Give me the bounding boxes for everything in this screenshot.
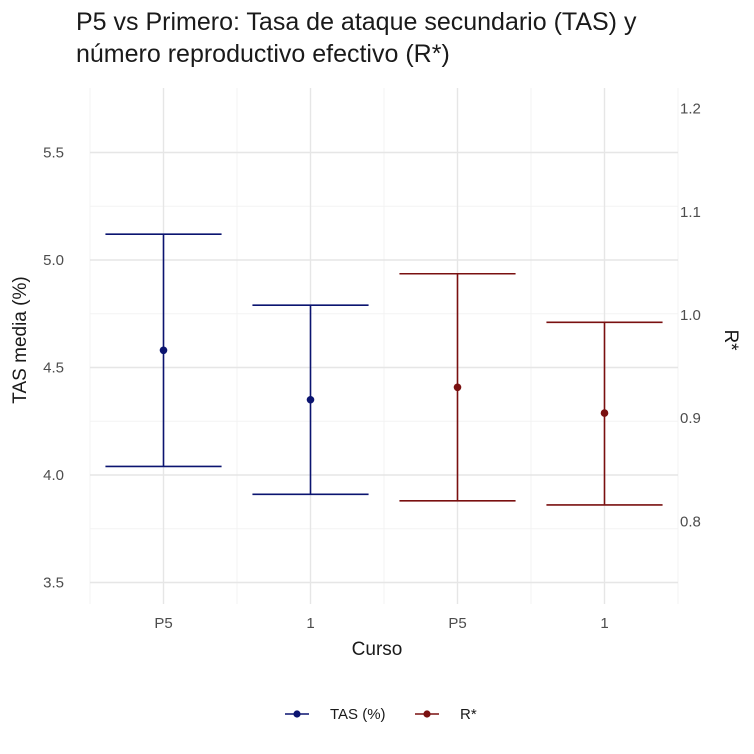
legend: TAS (%) R* <box>285 706 477 723</box>
y-tick-label-right: 0.9 <box>680 410 701 427</box>
y-axis-title-right: R* <box>720 329 741 351</box>
x-tick-label: P5 <box>154 615 172 632</box>
y-axis-title-left: TAS media (%) <box>10 276 31 403</box>
y-tick-label-right: 0.8 <box>680 513 701 530</box>
y-tick-label-left: 4.0 <box>43 467 64 484</box>
y-tick-label-right: 1.1 <box>680 204 701 221</box>
error-bar <box>105 233 222 468</box>
gridlines <box>89 88 679 604</box>
y-tick-label-left: 3.5 <box>43 575 64 592</box>
chart-marks <box>105 233 663 506</box>
y-tick-label-right: 1.2 <box>680 101 701 118</box>
x-tick-label: 1 <box>306 615 314 632</box>
x-tick-label: P5 <box>448 615 466 632</box>
legend-label: R* <box>460 706 477 723</box>
mean-point <box>159 346 168 355</box>
y-tick-label-left: 4.5 <box>43 360 64 377</box>
legend-item: TAS (%) <box>285 706 386 723</box>
legend-item: R* <box>415 706 477 723</box>
mean-point <box>453 383 462 392</box>
legend-key-point <box>293 710 301 718</box>
mean-point <box>306 395 315 404</box>
y-tick-label-left: 5.5 <box>43 145 64 162</box>
error-bar <box>399 272 516 502</box>
chart-title-line-1: P5 vs Primero: Tasa de ataque secundario… <box>76 8 637 36</box>
y-tick-label-right: 1.0 <box>680 307 701 324</box>
mean-point <box>600 409 609 417</box>
x-tick-label: 1 <box>600 615 608 632</box>
legend-key-point <box>423 710 431 718</box>
error-bar <box>252 304 369 496</box>
chart-title: P5 vs Primero: Tasa de ataque secundario… <box>76 6 746 70</box>
tick-labels: 3.5 4.0 4.5 5.0 5.5 0.8 0.9 1.0 1.1 1.2 P5 1 P5 1 <box>43 101 701 632</box>
error-bar <box>546 321 663 506</box>
chart-title-line-2: número reproductivo efectivo (R*) <box>76 40 450 68</box>
legend-label: TAS (%) <box>330 706 386 723</box>
x-axis-title: Curso <box>352 639 403 660</box>
y-tick-label-left: 5.0 <box>43 252 64 269</box>
